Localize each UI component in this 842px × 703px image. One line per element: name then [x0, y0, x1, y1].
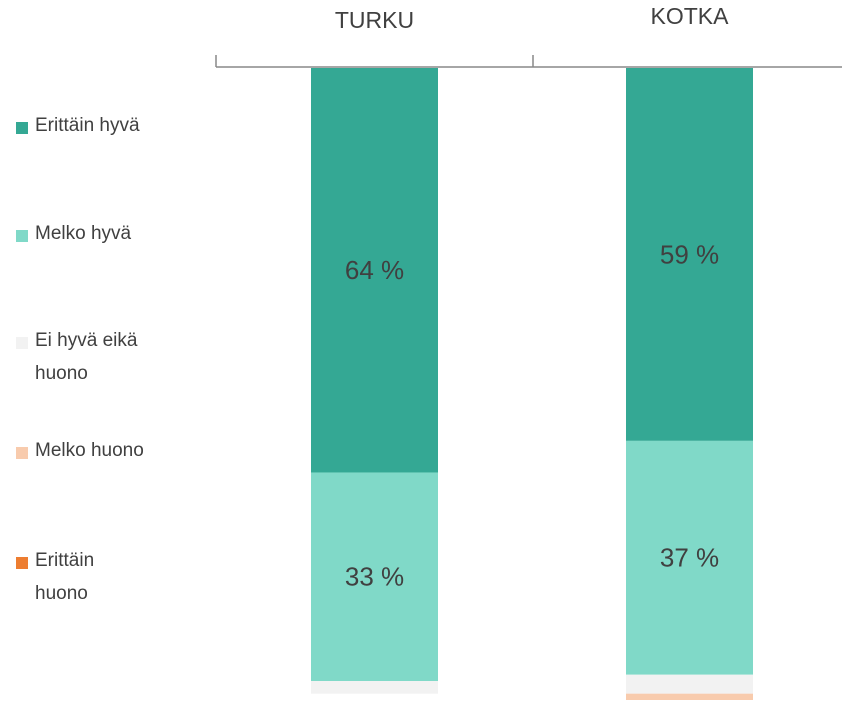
legend-label: Melko hyvä — [35, 223, 132, 244]
legend-item: Melko huono — [16, 440, 156, 467]
category-label: TURKU — [335, 7, 414, 33]
data-label: 33 % — [345, 562, 404, 592]
legend-label: Erittäin hyvä — [35, 115, 140, 136]
data-label: 37 % — [660, 543, 719, 573]
bar-segment — [626, 440, 753, 675]
legend-swatch — [16, 337, 28, 349]
category-label: KOTKA — [651, 3, 730, 29]
legend-label: Erittäin huono — [35, 550, 95, 604]
legend-swatch — [16, 447, 28, 459]
bar-segment — [311, 68, 438, 473]
legend-item: Erittäin huono — [16, 550, 156, 610]
bar-segment — [626, 68, 753, 441]
legend-label: Ei hyvä eikä huono — [35, 330, 138, 384]
legend-label: Melko huono — [35, 440, 144, 461]
legend-swatch — [16, 557, 28, 569]
data-label: 64 % — [345, 255, 404, 285]
data-label: 59 % — [660, 239, 719, 269]
bar-segment — [626, 674, 753, 694]
bar-segment — [311, 472, 438, 682]
bar-segment — [626, 693, 753, 700]
legend-item: Ei hyvä eikä huono — [16, 330, 156, 390]
legend-item: Erittäin hyvä — [16, 115, 156, 142]
legend-item: Melko hyvä — [16, 223, 156, 250]
bar-segment — [311, 681, 438, 694]
legend-swatch — [16, 230, 28, 242]
legend-swatch — [16, 122, 28, 134]
